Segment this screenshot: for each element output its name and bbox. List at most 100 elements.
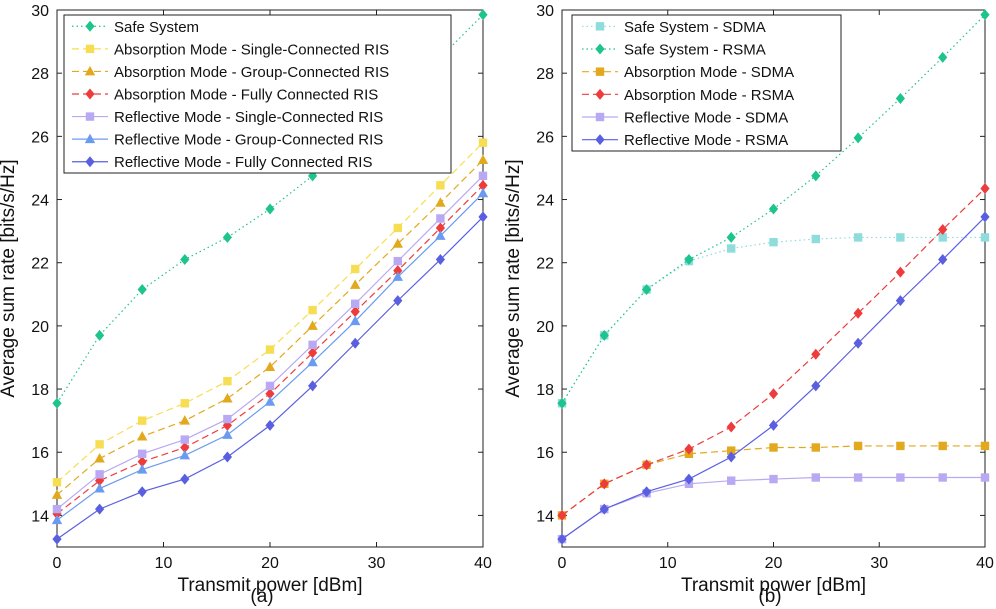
y-tick-label: 20 — [31, 319, 49, 336]
data-point — [642, 284, 652, 296]
legend-marker — [84, 133, 96, 144]
data-point — [768, 419, 779, 431]
legend-entry: Reflective Mode - SDMA — [624, 110, 788, 127]
data-point — [308, 380, 318, 392]
data-point — [222, 429, 233, 439]
data-point — [938, 254, 948, 266]
x-tick-label: 0 — [558, 555, 567, 572]
data-point — [265, 345, 275, 354]
data-point — [94, 483, 105, 493]
data-point — [95, 503, 105, 515]
data-point — [137, 464, 148, 474]
y-tick-label: 26 — [536, 129, 554, 146]
data-point — [478, 211, 488, 223]
data-point — [265, 419, 275, 431]
series-reflective-mode-sdma — [557, 473, 990, 544]
data-point — [350, 315, 361, 326]
x-tick-label: 20 — [765, 555, 783, 572]
legend-marker — [85, 44, 95, 54]
subplot-label: (b) — [758, 586, 781, 607]
data-point — [264, 396, 276, 406]
y-tick-label: 24 — [536, 193, 554, 210]
data-point — [478, 138, 488, 147]
data-point — [599, 478, 609, 490]
data-point — [351, 264, 360, 274]
data-point — [896, 441, 905, 451]
series-reflective-mode-fully-connected-ris — [52, 211, 488, 545]
legend-marker — [595, 67, 605, 76]
y-tick-label: 14 — [536, 508, 554, 525]
x-tick-label: 0 — [53, 555, 62, 572]
x-tick-label: 20 — [261, 555, 279, 572]
x-axis-label: Transmit power [dBm] — [177, 575, 362, 596]
data-point — [853, 307, 863, 319]
data-point — [768, 203, 779, 215]
data-point — [137, 284, 147, 296]
legend-entry: Safe System - SDMA — [624, 19, 766, 36]
legend-marker — [85, 112, 95, 121]
y-tick-label: 22 — [536, 256, 554, 273]
legend-entry: Absorption Mode - Single-Connected RIS — [114, 41, 389, 58]
legend-marker — [595, 22, 605, 31]
y-tick-label: 18 — [536, 382, 554, 399]
data-point — [180, 254, 190, 266]
y-tick-label: 16 — [536, 445, 554, 462]
data-point — [350, 306, 360, 318]
legend-entry: Reflective Mode - RSMA — [624, 132, 788, 149]
data-point — [179, 449, 190, 460]
data-point — [895, 295, 905, 307]
data-point — [180, 399, 189, 408]
data-point — [137, 486, 147, 498]
data-point — [307, 320, 318, 330]
series-safe-system-sdma — [557, 233, 990, 408]
data-point — [52, 533, 62, 545]
legend-marker — [84, 65, 96, 76]
data-point — [557, 509, 567, 521]
legend-marker — [85, 156, 95, 168]
legend-marker — [85, 20, 95, 32]
data-point — [138, 416, 147, 425]
data-point — [642, 459, 652, 471]
y-tick-label: 20 — [536, 319, 554, 336]
data-point — [222, 451, 232, 463]
data-point — [478, 179, 488, 191]
legend-entry: Absorption Mode - Group-Connected RIS — [114, 64, 389, 81]
data-point — [642, 486, 652, 498]
series-line — [56, 142, 484, 483]
series-absorption-mode-rsma — [557, 182, 990, 521]
data-point — [308, 347, 318, 359]
data-point — [52, 478, 62, 487]
data-point — [938, 224, 948, 236]
data-point — [727, 446, 736, 455]
legend-marker — [595, 43, 605, 55]
data-point — [853, 233, 863, 242]
data-point — [180, 441, 190, 453]
legend-marker — [595, 112, 605, 122]
x-tick-label: 40 — [976, 555, 994, 572]
data-point — [980, 9, 990, 21]
data-point — [477, 187, 489, 198]
legend-entry: Absorption Mode - Fully Connected RIS — [114, 87, 378, 104]
data-point — [307, 356, 318, 367]
y-tick-label: 28 — [31, 66, 49, 83]
series-line — [56, 216, 484, 540]
y-tick-label: 30 — [536, 3, 554, 20]
data-point — [684, 473, 694, 485]
series-reflective-mode-group-connected-ris — [51, 187, 489, 525]
data-point — [180, 473, 190, 485]
data-point — [896, 233, 905, 242]
data-point — [392, 238, 403, 248]
data-point — [138, 449, 147, 459]
legend-marker — [85, 88, 95, 100]
data-point — [478, 171, 488, 181]
legend-entry: Absorption Mode - SDMA — [624, 64, 794, 81]
data-point — [95, 470, 104, 479]
data-point — [435, 230, 446, 240]
legend-marker — [595, 134, 605, 146]
legend-entry: Safe System - RSMA — [624, 42, 766, 59]
data-point — [726, 231, 736, 243]
chart-panel-a: 0 10 20 30 40 14 16 18 20 22 24 26 28 30 Transmit powe… — [0, 3, 492, 607]
x-tick-label: 30 — [870, 555, 888, 572]
data-point — [180, 435, 189, 444]
